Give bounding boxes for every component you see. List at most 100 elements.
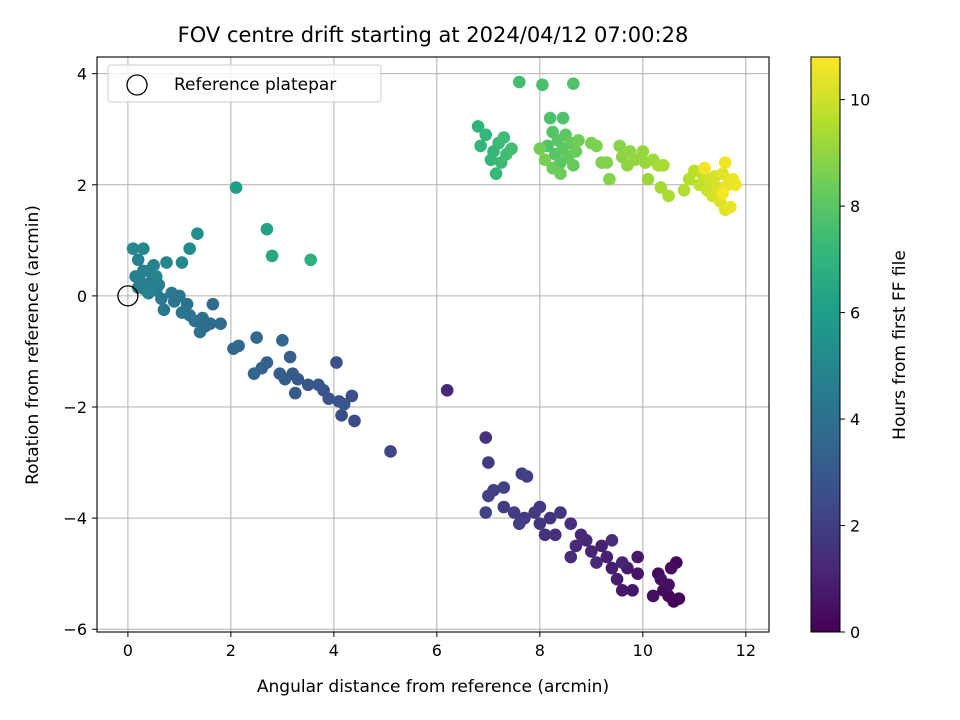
colorbar-tick-label: 8: [850, 197, 860, 216]
data-point: [698, 161, 711, 175]
data-point: [479, 506, 493, 519]
data-point: [260, 222, 274, 236]
data-point: [572, 134, 585, 147]
data-point: [265, 249, 279, 263]
data-point: [600, 550, 614, 564]
data-point: [603, 172, 616, 186]
data-point: [505, 142, 518, 155]
data-point: [152, 278, 166, 292]
data-point: [654, 181, 668, 194]
data-point: [626, 584, 639, 597]
data-point: [533, 517, 547, 530]
data-point: [137, 242, 150, 255]
data-point: [533, 500, 547, 514]
data-point: [206, 297, 220, 311]
data-point: [677, 184, 691, 197]
y-tick-label: −4: [63, 509, 87, 528]
data-point: [724, 200, 737, 214]
y-tick-label: 4: [77, 65, 87, 84]
data-point: [191, 227, 204, 240]
data-point: [564, 550, 578, 564]
data-point: [595, 539, 608, 553]
reference-platepar-marker: [117, 285, 139, 307]
chart-title: FOV centre drift starting at 2024/04/12 …: [178, 23, 689, 47]
y-tick-label: −2: [63, 398, 87, 417]
colorbar-label: Hours from first FF file: [890, 250, 910, 440]
data-point: [729, 178, 742, 192]
data-point: [662, 189, 675, 203]
data-point: [474, 139, 487, 153]
data-point: [590, 139, 603, 153]
data-point: [126, 242, 140, 255]
colorbar: [810, 56, 841, 633]
data-point: [142, 286, 155, 300]
data-point: [628, 153, 642, 167]
data-point: [605, 534, 619, 547]
data-point: [304, 253, 318, 267]
x-tick-label: 6: [432, 641, 442, 660]
data-point: [654, 572, 668, 586]
data-point: [567, 77, 580, 90]
data-point: [157, 303, 171, 317]
colorbar-tick-label: 10: [850, 91, 870, 110]
x-tick-label: 8: [535, 641, 545, 660]
data-point: [554, 506, 567, 519]
x-tick-label: 12: [736, 641, 756, 660]
x-tick-label: 2: [226, 641, 236, 660]
data-point: [657, 159, 670, 172]
data-point: [615, 584, 629, 597]
data-points: [126, 75, 742, 608]
data-point: [536, 78, 549, 92]
data-point: [193, 325, 207, 339]
colorbar-tick-label: 4: [850, 410, 860, 429]
data-point: [229, 181, 243, 194]
x-tick-label: 4: [329, 641, 339, 660]
data-point: [175, 306, 189, 319]
data-point: [335, 409, 348, 422]
data-point: [330, 356, 343, 369]
data-point: [131, 281, 145, 294]
data-point: [605, 561, 619, 575]
data-point: [574, 528, 588, 542]
y-tick-label: 2: [77, 176, 87, 195]
x-tick-label: 0: [123, 641, 133, 660]
data-point: [716, 167, 729, 180]
data-point: [482, 489, 495, 503]
data-point: [538, 528, 552, 542]
data-point: [489, 167, 503, 180]
legend-box: [107, 64, 382, 103]
data-point: [631, 567, 644, 580]
legend: Reference platepar: [107, 64, 382, 103]
data-point: [600, 156, 614, 169]
data-point: [348, 414, 361, 428]
data-point: [664, 561, 678, 575]
data-point: [227, 342, 240, 355]
data-point: [512, 517, 526, 530]
data-point: [131, 253, 145, 267]
data-point: [276, 334, 289, 347]
data-point: [615, 556, 629, 569]
legend-label-reference: Reference platepar: [174, 75, 336, 95]
x-axis-label: Angular distance from reference (arcmin): [257, 677, 609, 697]
data-point: [507, 506, 521, 519]
y-axis-label: Rotation from reference (arcmin): [23, 205, 43, 485]
data-point: [636, 145, 650, 158]
data-point: [247, 367, 261, 380]
data-point: [590, 556, 603, 569]
x-axis-ticks: 0 2 4 6 8 10 12: [123, 632, 756, 660]
colorbar-tick-label: 0: [850, 623, 860, 642]
data-point: [250, 331, 263, 344]
data-point: [283, 350, 297, 364]
data-point: [482, 456, 495, 469]
data-point: [345, 389, 359, 403]
data-point: [273, 367, 287, 380]
data-point: [337, 397, 351, 411]
data-point: [554, 167, 567, 180]
data-point: [533, 142, 547, 155]
data-point: [631, 550, 644, 564]
y-tick-label: −6: [63, 620, 87, 639]
data-point: [567, 159, 580, 172]
data-point: [512, 75, 526, 89]
